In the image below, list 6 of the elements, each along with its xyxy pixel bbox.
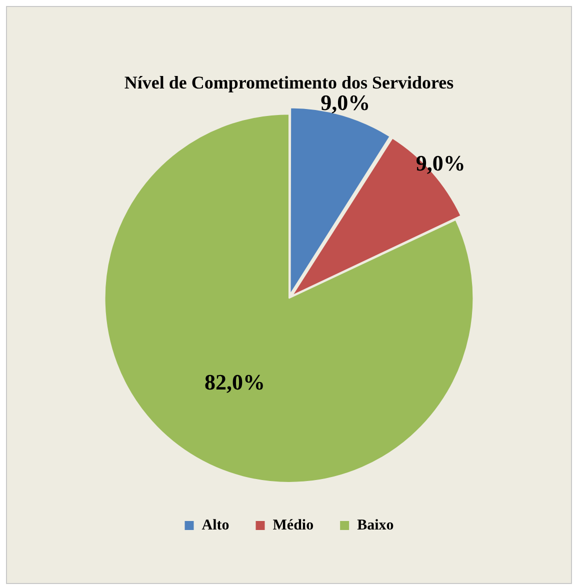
legend-label: Médio bbox=[272, 517, 314, 534]
legend-label: Baixo bbox=[357, 517, 394, 534]
data-label: 82,0% bbox=[204, 370, 265, 395]
chart-title: Nível de Comprometimento dos Servidores bbox=[124, 72, 454, 92]
legend-label: Alto bbox=[202, 517, 230, 534]
data-label: 9,0% bbox=[320, 90, 370, 115]
